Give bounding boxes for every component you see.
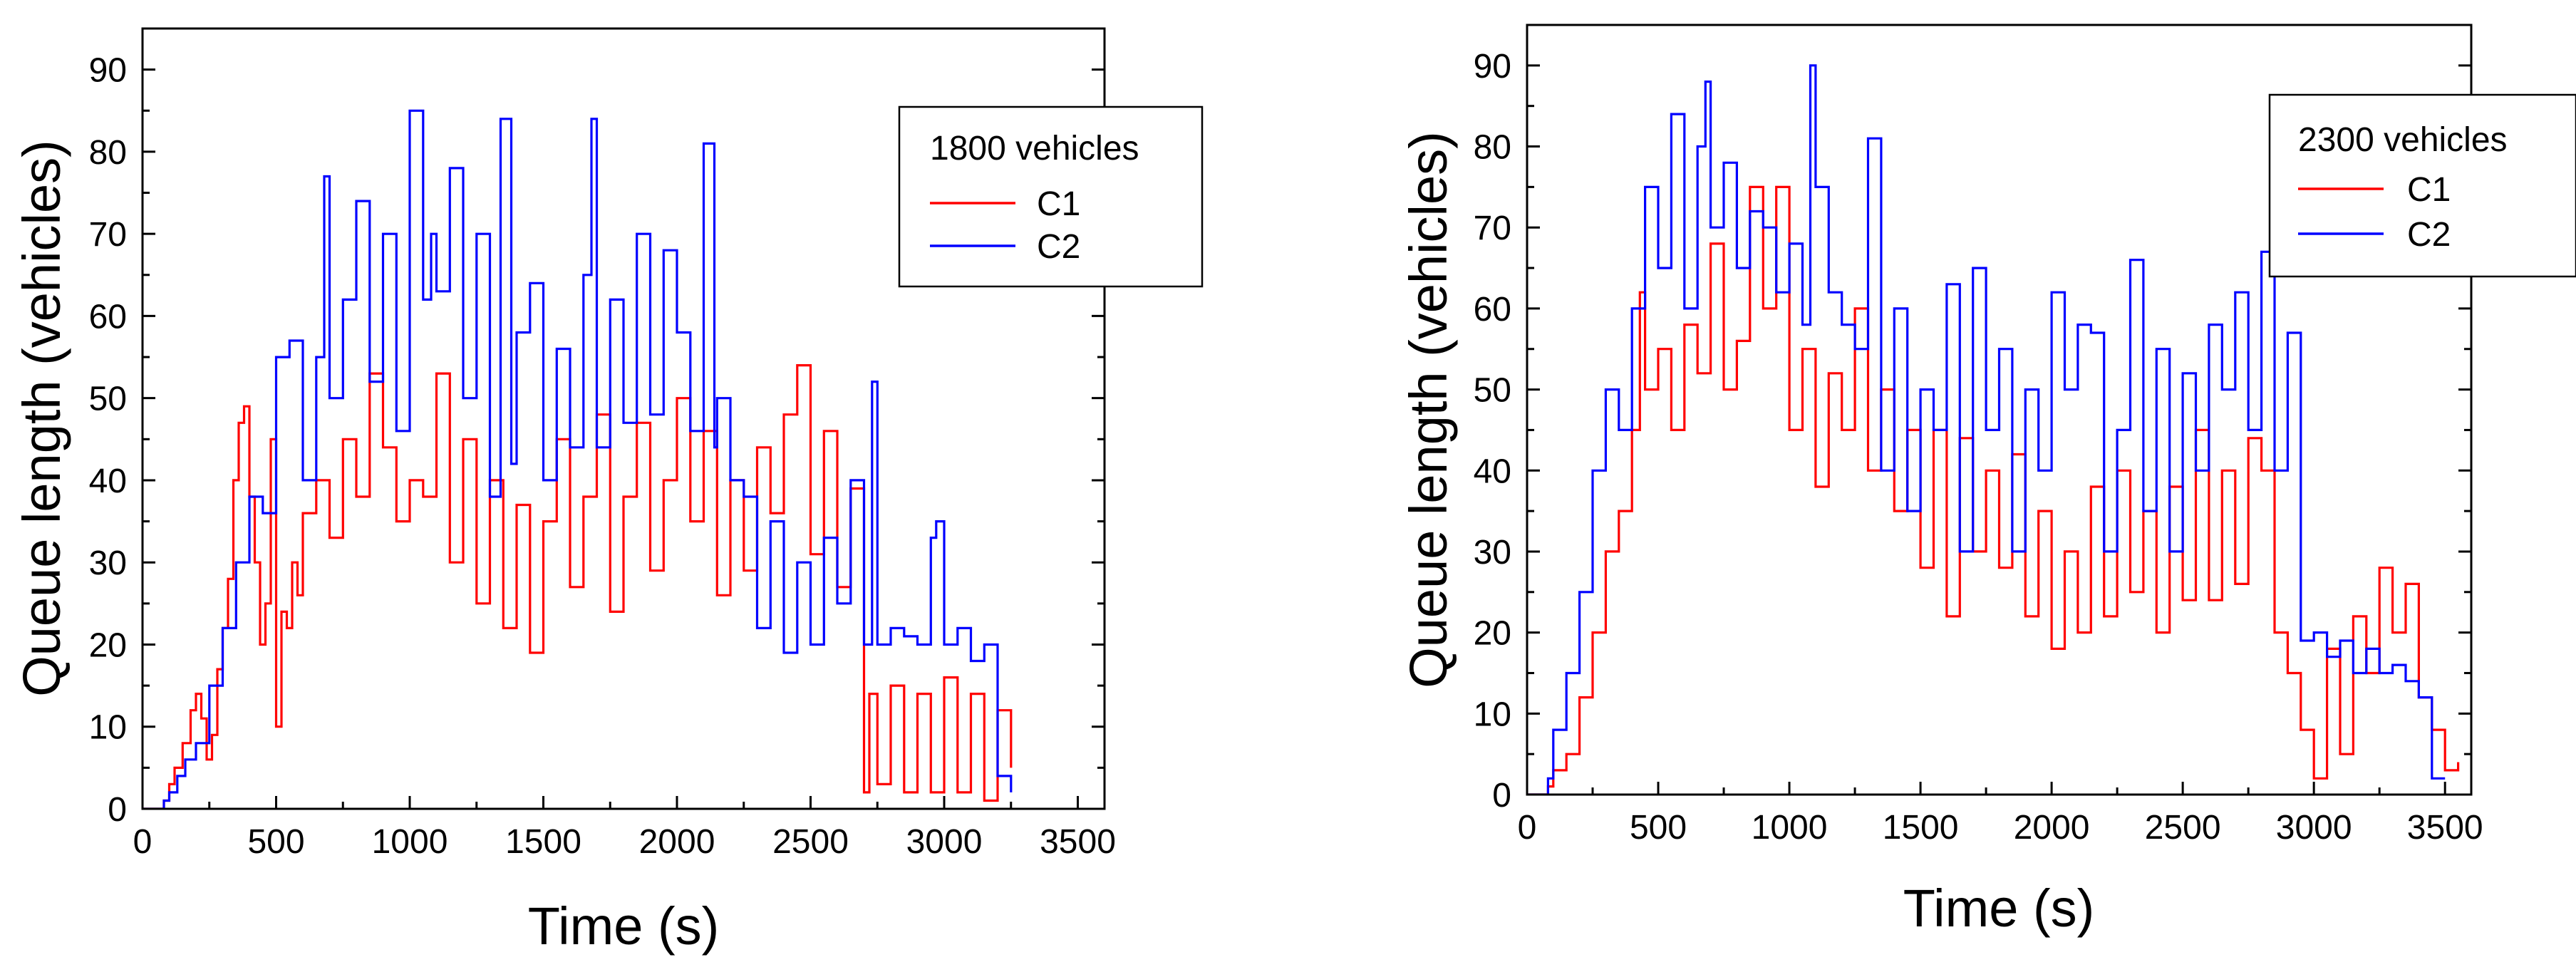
x-tick-label: 0	[133, 823, 152, 861]
legend-box	[898, 105, 1204, 288]
y-tick-label: 0	[1492, 777, 1511, 815]
x-tick-label: 0	[1518, 809, 1537, 847]
y-tick-label: 30	[1474, 534, 1511, 572]
x-axis-label: Time (s)	[1903, 879, 2095, 938]
legend: 2300 vehicles C1 C2	[2268, 93, 2576, 278]
x-tick-label: 2000	[639, 823, 715, 861]
x-tick-label: 1500	[505, 823, 581, 861]
legend-label-c2: C2	[1037, 228, 1080, 266]
series-line-c1	[1527, 185, 2460, 795]
chart-2300-vehicles: 0 500 1000 1500 2000 2500 3000 3500 0 10 20 30 40 50…	[1399, 24, 2576, 938]
y-tick-label: 50	[89, 381, 127, 418]
y-tick-label: 80	[1474, 129, 1511, 167]
y-axis-ticks: 0 10 20 30 40 50 60 70 80 90	[89, 27, 1105, 829]
y-axis-label: Queue length (vehicles)	[12, 140, 71, 697]
series-line-c2	[143, 109, 1013, 809]
y-tick-label: 20	[89, 626, 127, 664]
y-tick-label: 70	[89, 216, 127, 254]
y-tick-label: 30	[89, 544, 127, 582]
x-tick-label: 3500	[2407, 809, 2483, 847]
plot-frame	[141, 27, 1106, 810]
x-axis-ticks: 0 500 1000 1500 2000 2500 3000 3500	[1518, 782, 2483, 847]
x-tick-label: 3000	[906, 823, 983, 861]
series-layer	[143, 109, 1013, 809]
plot-area	[141, 27, 1106, 810]
y-axis-ticks: 0 10 20 30 40 50 60 70 80 90	[1474, 24, 2471, 815]
legend-box	[2268, 93, 2576, 278]
x-tick-label: 2500	[772, 823, 849, 861]
series-line-c2	[1527, 64, 2446, 795]
legend-label-c1: C1	[2407, 171, 2451, 209]
y-tick-label: 0	[108, 791, 127, 829]
legend: 1800 vehicles C1 C2	[898, 105, 1204, 288]
chart-1800-vehicles: 0 500 1000 1500 2000 2500 3000 3500 0 10 20 30 40 50…	[12, 27, 1204, 956]
y-tick-label: 80	[89, 134, 127, 172]
y-axis-label: Queue length (vehicles)	[1399, 131, 1458, 688]
y-tick-label: 20	[1474, 615, 1511, 653]
y-tick-label: 50	[1474, 372, 1511, 410]
y-tick-label: 10	[1474, 696, 1511, 733]
x-tick-label: 1000	[1752, 809, 1828, 847]
y-tick-label: 90	[89, 52, 127, 90]
legend-title: 1800 vehicles	[930, 130, 1139, 167]
y-tick-label: 40	[1474, 453, 1511, 490]
y-tick-label: 90	[1474, 48, 1511, 86]
x-tick-label: 2000	[2014, 809, 2090, 847]
y-tick-label: 60	[1474, 291, 1511, 329]
y-tick-label: 60	[89, 298, 127, 336]
plot-area	[1526, 24, 2473, 796]
x-tick-label: 2500	[2145, 809, 2221, 847]
x-tick-label: 1000	[372, 823, 448, 861]
x-tick-label: 3000	[2276, 809, 2352, 847]
x-axis-ticks: 0 500 1000 1500 2000 2500 3000 3500	[133, 796, 1116, 861]
x-tick-label: 500	[1630, 809, 1687, 847]
legend-label-c1: C1	[1037, 185, 1080, 223]
y-tick-label: 10	[89, 709, 127, 747]
series-layer	[1527, 64, 2460, 795]
y-tick-label: 40	[89, 462, 127, 500]
x-tick-label: 3500	[1040, 823, 1116, 861]
plot-frame	[1526, 24, 2473, 796]
legend-label-c2: C2	[2407, 216, 2451, 254]
x-tick-label: 500	[247, 823, 304, 861]
legend-title: 2300 vehicles	[2298, 121, 2508, 159]
x-tick-label: 1500	[1883, 809, 1959, 847]
y-tick-label: 70	[1474, 210, 1511, 247]
x-axis-label: Time (s)	[528, 896, 720, 956]
